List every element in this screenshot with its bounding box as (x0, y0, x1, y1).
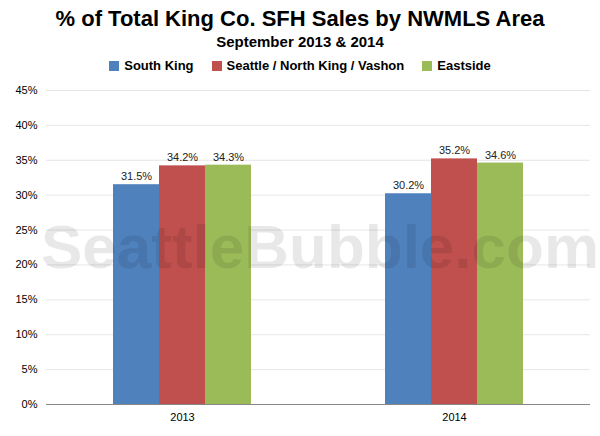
svg-text:30.2%: 30.2% (393, 179, 424, 191)
svg-text:25%: 25% (15, 224, 37, 236)
html-text:September 2013 & 2014: September 2013 & 2014 (216, 33, 384, 50)
html-text:South King: South King (124, 58, 194, 73)
svg-text:40%: 40% (15, 119, 37, 131)
svg-text:34.2%: 34.2% (167, 151, 198, 163)
svg-text:45%: 45% (15, 84, 37, 96)
html-text:% of Total King Co. SFH Sales: % of Total King Co. SFH Sales by NWMLS A… (55, 6, 545, 31)
svg-text:0%: 0% (22, 398, 38, 410)
svg-text:31.5%: 31.5% (121, 170, 152, 182)
svg-text:15%: 15% (15, 293, 37, 305)
svg-text:35.2%: 35.2% (439, 144, 470, 156)
svg-text:2014: 2014 (442, 411, 466, 423)
svg-text:30%: 30% (15, 189, 37, 201)
svg-text:10%: 10% (15, 328, 37, 340)
html-text:Eastside: Eastside (437, 58, 491, 73)
svg-text:5%: 5% (22, 363, 38, 375)
html-text:SeattleBubble.com: SeattleBubble.com (40, 212, 600, 281)
svg-text:34.6%: 34.6% (485, 149, 516, 161)
svg-text:34.3%: 34.3% (213, 151, 244, 163)
svg-text:20%: 20% (15, 258, 37, 270)
svg-text:35%: 35% (15, 154, 37, 166)
html-text:Seattle / North King / Vashon: Seattle / North King / Vashon (226, 58, 405, 73)
svg-text:2013: 2013 (170, 411, 194, 423)
